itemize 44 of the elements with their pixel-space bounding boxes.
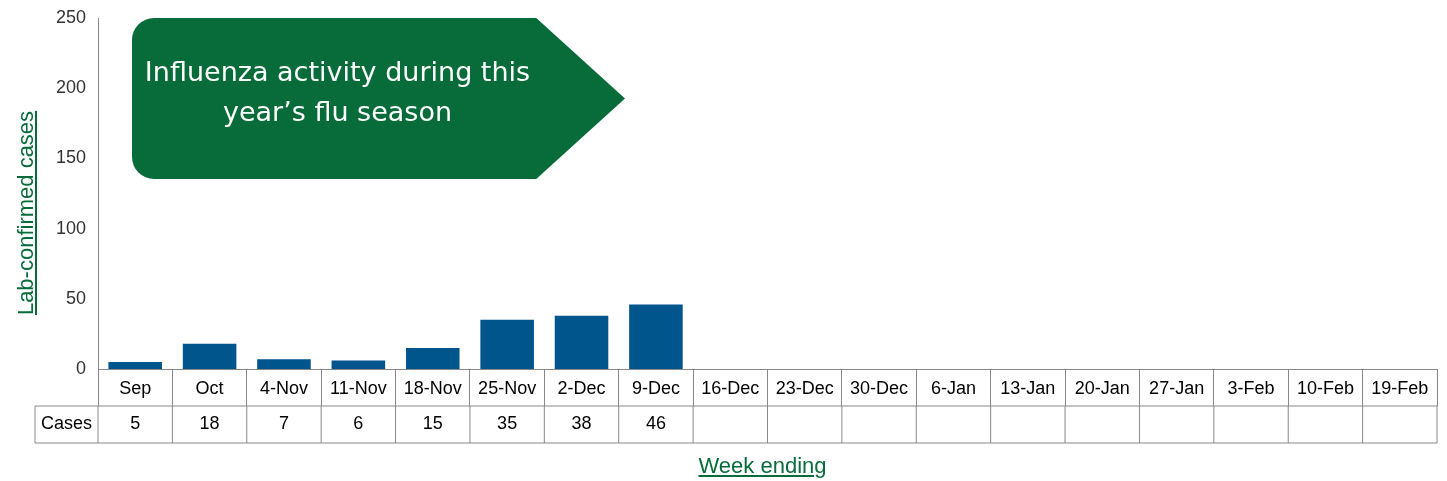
x-tick-label: 10-Feb	[1296, 378, 1354, 399]
bar	[629, 304, 683, 369]
y-tick-label: 250	[55, 6, 86, 27]
data-label: 7	[278, 413, 289, 434]
data-label: 15	[422, 413, 443, 434]
bar	[554, 315, 609, 369]
data-label: 38	[571, 413, 592, 434]
y-tick-label: 50	[65, 287, 86, 308]
x-tick-label: 11-Nov	[330, 378, 387, 399]
x-tick-label: 2-Dec	[557, 378, 606, 399]
y-tick-label: 150	[55, 147, 86, 168]
bar	[480, 319, 534, 369]
data-label: 46	[645, 413, 666, 434]
data-label: 6	[353, 413, 364, 434]
x-tick-label: Sep	[119, 378, 152, 399]
bar	[331, 360, 386, 369]
data-label: 35	[497, 413, 518, 434]
x-tick-label: 6-Jan	[930, 378, 976, 399]
x-tick-label: 18-Nov	[403, 378, 462, 399]
x-tick-label: 27-Jan	[1149, 378, 1205, 399]
text: Cases	[40, 413, 93, 434]
bar	[108, 361, 162, 369]
bar	[257, 359, 311, 369]
x-tick-label: 23-Dec	[775, 378, 834, 399]
x-tick-label: 16-Dec	[701, 378, 760, 399]
x-tick-label: Oct	[195, 378, 224, 399]
data-label: 18	[199, 413, 220, 434]
x-tick-label: 20-Jan	[1074, 378, 1130, 399]
y-tick-label: 0	[75, 357, 86, 378]
x-axis-title: Week ending	[697, 453, 828, 479]
x-tick-label: 25-Nov	[478, 378, 537, 399]
text: Influenza activity during this year’s flu season	[143, 55, 532, 129]
bar	[405, 347, 460, 369]
x-tick-label: 3-Feb	[1227, 378, 1275, 399]
y-tick-label: 100	[55, 217, 86, 238]
x-tick-label: 13-Jan	[1000, 378, 1056, 399]
x-tick-label: 9-Dec	[631, 378, 680, 399]
x-tick-label: 19-Feb	[1371, 378, 1429, 399]
bar	[182, 343, 237, 369]
y-tick-label: 200	[55, 77, 86, 98]
x-tick-label: 4-Nov	[259, 378, 308, 399]
data-label: 5	[130, 413, 141, 434]
y-axis-title: Lab-confirmed cases	[13, 109, 39, 318]
x-tick-label: 30-Dec	[850, 378, 909, 399]
